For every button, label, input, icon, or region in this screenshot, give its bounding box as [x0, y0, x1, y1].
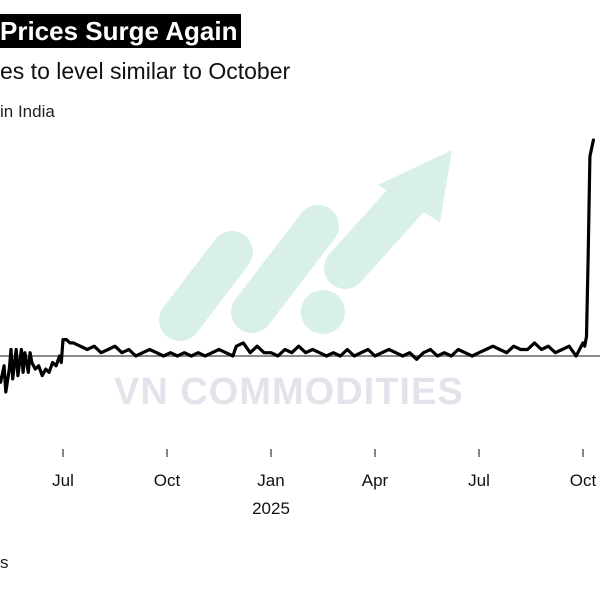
chart-title: Prices Surge Again	[0, 14, 242, 48]
x-tick-label: Jul	[52, 471, 74, 490]
x-tick-year-label: 2025	[252, 499, 290, 518]
unit-label: in India	[0, 102, 55, 121]
x-tick-label: Jul	[468, 471, 490, 490]
watermark-bar-2	[231, 205, 339, 333]
watermark-logo: VN COMMODITIES	[114, 150, 464, 413]
x-tick-label: Oct	[154, 471, 181, 490]
x-tick-label: Oct	[570, 471, 597, 490]
watermark-arrow-shaft	[324, 175, 431, 289]
watermark-text: VN COMMODITIES	[114, 371, 464, 413]
watermark-bar-1	[159, 231, 253, 341]
chart-subtitle: es to level similar to October	[0, 58, 291, 84]
x-axis: Jul Oct Jan 2025 Apr Jul Oct	[52, 449, 596, 518]
series-line-price	[0, 138, 595, 394]
watermark-arrow-head	[378, 150, 452, 222]
source-text: s	[0, 553, 9, 572]
x-tick-label: Apr	[362, 471, 389, 490]
x-tick-label: Jan	[257, 471, 284, 490]
watermark-dot	[301, 290, 345, 334]
